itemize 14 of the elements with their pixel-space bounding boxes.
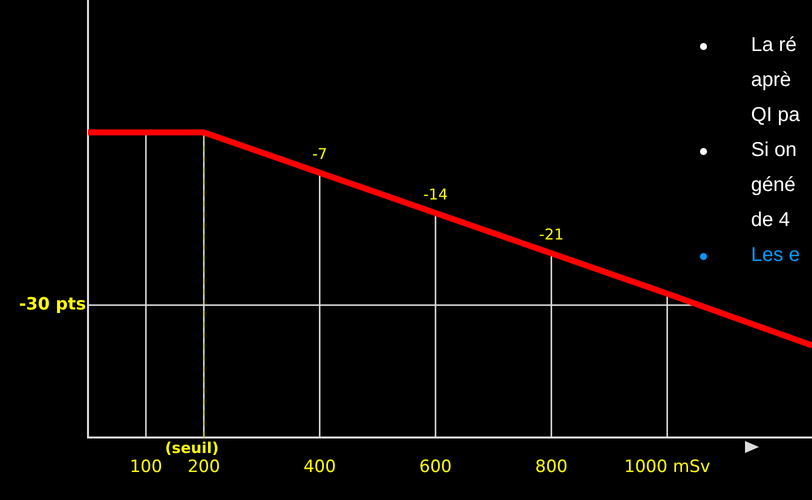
x-tick-label: 100 — [130, 457, 162, 478]
x-tick-label: 400 — [303, 457, 336, 478]
annotation: Les e — [751, 243, 800, 268]
ref-line-label: (seuil) — [164, 438, 219, 457]
data-label: -21 — [539, 226, 564, 244]
x-tick-label: 600 — [419, 457, 452, 478]
x-tick-label: 200 — [188, 457, 220, 478]
x-tick-label: 1000 mSv — [624, 457, 710, 478]
data-label: -7 — [312, 145, 328, 164]
ref-line-label: -30 pts — [18, 294, 86, 315]
x-tick-label: 800 — [535, 457, 568, 478]
data-label: -14 — [423, 185, 448, 204]
annotation: La ré aprè QI pa — [751, 33, 800, 128]
annotation: Si on géné de 4 — [751, 138, 797, 233]
